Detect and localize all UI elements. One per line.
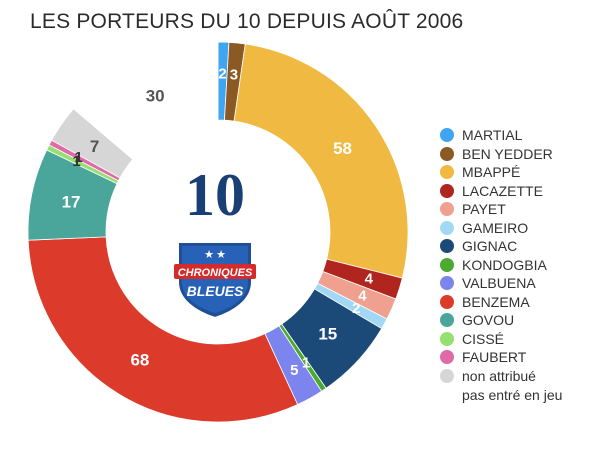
legend-label: BEN YEDDER (462, 145, 553, 162)
legend-label-line2: pas entré en jeu (462, 386, 563, 403)
logo-shield-inner (182, 246, 248, 313)
legend-item-non-attribue: non attribué pas entré en jeu (440, 367, 562, 405)
legend-swatch (440, 294, 454, 309)
slice-label-pas-entre-en-jeu: 30 (146, 86, 165, 105)
legend-swatch (440, 313, 454, 328)
logo-text-line2: BLEUES (187, 283, 244, 299)
legend-label: PAYET (462, 201, 506, 218)
legend-swatch (440, 350, 454, 365)
slice-label-faubert: 1 (74, 149, 82, 166)
chroniques-bleues-logo: ★ ★ CHRONIQUES BLEUES (174, 241, 256, 318)
slice-mbappe (233, 43, 409, 279)
center-number: 10 (185, 162, 245, 228)
legend-swatch (440, 128, 454, 143)
legend-swatch (440, 331, 454, 346)
slice-pas-entre-en-jeu (72, 41, 219, 160)
slice-label-govou: 17 (62, 192, 81, 211)
legend-item-cisse: CISSÉ (440, 330, 562, 349)
slice-label-payet: 4 (358, 288, 367, 305)
legend-label: VALBUENA (462, 275, 536, 292)
slice-label-martial: 2 (218, 66, 226, 83)
legend-item-gameiro: GAMEIRO (440, 219, 562, 238)
logo-star-right: ★ (216, 249, 226, 261)
legend-label: MARTIAL (462, 127, 523, 144)
legend-label: non attribué pas entré en jeu (462, 367, 562, 405)
legend-item-martial: MARTIAL (440, 126, 562, 145)
legend-label: GOVOU (462, 312, 515, 329)
logo-star-left: ★ (204, 249, 214, 261)
slice-benzema (27, 236, 299, 423)
legend-item-gignac: GIGNAC (440, 237, 562, 256)
legend-label: MBAPPÉ (462, 164, 521, 181)
slice-label-non-attribue: 7 (90, 137, 99, 156)
legend-item-govou: GOVOU (440, 311, 562, 330)
legend-item-kondogbia: KONDOGBIA (440, 256, 562, 275)
legend-swatch (440, 368, 454, 383)
legend-swatch (440, 183, 454, 198)
legend-item-ben-yedder: BEN YEDDER (440, 145, 562, 164)
legend-label-line1: non attribué (462, 367, 536, 384)
legend-item-payet: PAYET (440, 200, 562, 219)
legend-item-benzema: BENZEMA (440, 293, 562, 312)
donut-slices (27, 41, 409, 423)
logo-text-line1: CHRONIQUES (178, 267, 253, 279)
legend-swatch (440, 220, 454, 235)
legend-swatch (440, 276, 454, 291)
legend-item-mbappe: MBAPPÉ (440, 163, 562, 182)
legend-label: BENZEMA (462, 293, 530, 310)
slice-label-lacazette: 4 (365, 271, 374, 288)
slice-label-benzema: 68 (130, 351, 149, 370)
slice-label-gameiro: 2 (352, 300, 360, 317)
legend-label: KONDOGBIA (462, 256, 547, 273)
slice-label-cisse: 1 (72, 153, 80, 170)
slice-label-gignac: 15 (318, 325, 337, 344)
slice-label-ben-yedder: 3 (230, 66, 238, 83)
slice-label-valbuena: 5 (290, 362, 298, 379)
legend-label: GAMEIRO (462, 219, 529, 236)
slice-label-mbappe: 58 (333, 139, 352, 158)
legend-swatch (440, 202, 454, 217)
legend-item-valbuena: VALBUENA (440, 274, 562, 293)
legend-label: GIGNAC (462, 238, 518, 255)
chart-legend: MARTIAL BEN YEDDER MBAPPÉ LACAZETTE PAYET GAM… (440, 126, 562, 405)
legend-item-faubert: FAUBERT (440, 348, 562, 367)
chart-title: LES PORTEURS DU 10 DEPUIS AOÛT 2006 (30, 10, 464, 33)
legend-item-lacazette: LACAZETTE (440, 182, 562, 201)
legend-swatch (440, 165, 454, 180)
legend-label: FAUBERT (462, 349, 527, 366)
legend-swatch (440, 257, 454, 272)
legend-swatch (440, 146, 454, 161)
legend-swatch (440, 239, 454, 254)
logo-banner (174, 264, 256, 279)
legend-label: LACAZETTE (462, 182, 543, 199)
legend-label: CISSÉ (462, 330, 505, 347)
slice-label-kondogbia: 1 (302, 355, 310, 372)
